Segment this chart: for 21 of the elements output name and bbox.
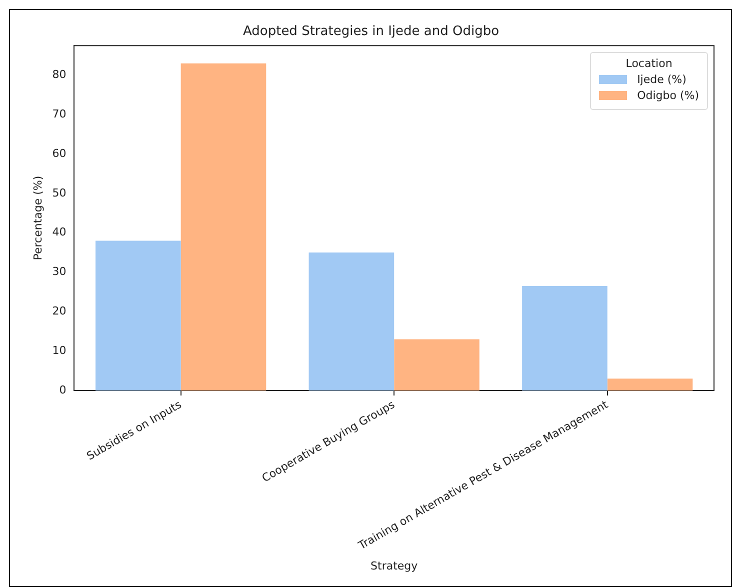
y-tick-label: 30 — [52, 265, 66, 278]
y-tick-label: 0 — [59, 383, 66, 396]
y-tick-label: 50 — [52, 186, 66, 200]
x-axis-title: Strategy — [370, 559, 418, 572]
y-axis-title: Percentage (%) — [31, 176, 44, 260]
bar — [308, 252, 394, 390]
bar — [96, 240, 181, 390]
y-tick-label: 60 — [52, 146, 66, 160]
bar — [522, 286, 608, 390]
legend-label: Odigbo (%) — [637, 88, 699, 102]
legend-label: Ijede (%) — [637, 72, 686, 86]
bar — [394, 339, 480, 390]
y-tick-label: 40 — [52, 226, 66, 239]
y-tick-label: 10 — [52, 344, 66, 357]
y-tick-label: 20 — [52, 304, 66, 318]
y-tick-label: 80 — [52, 68, 66, 82]
bar — [607, 378, 693, 390]
y-tick-label: 70 — [52, 107, 66, 120]
legend-title: Location — [624, 56, 674, 70]
chart-title: Adopted Strategies in Ijede and Odigbo — [242, 24, 500, 40]
bar — [180, 63, 266, 390]
